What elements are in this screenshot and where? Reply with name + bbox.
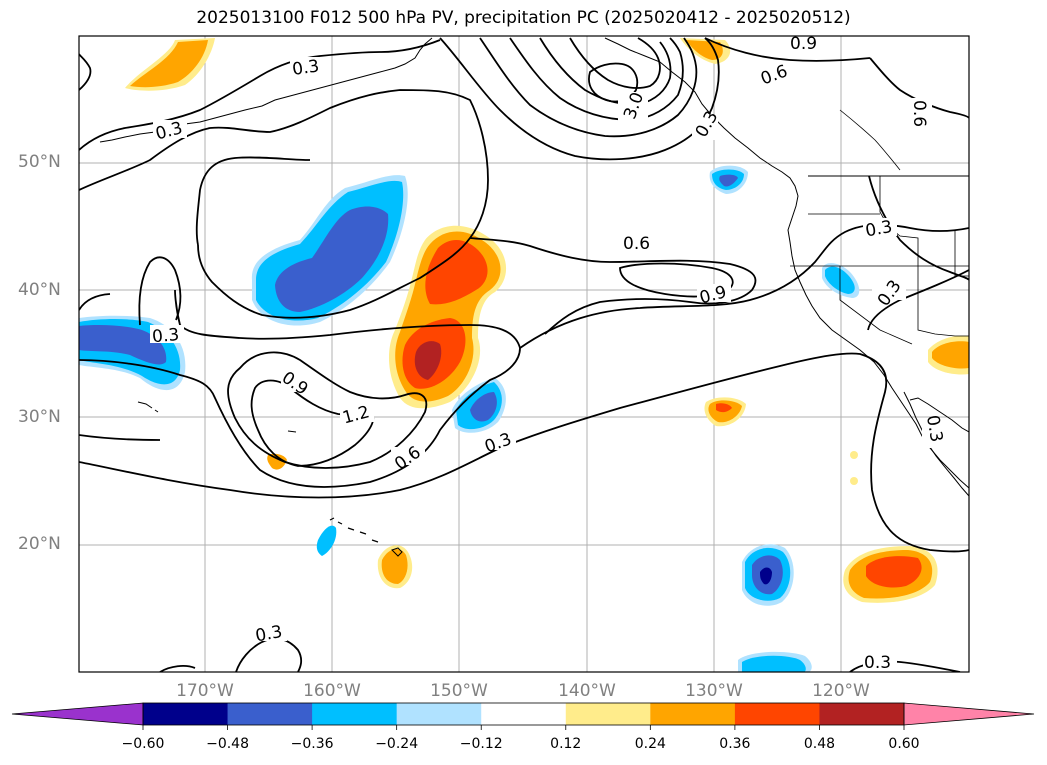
colorbar-extend-high	[903, 702, 1035, 726]
contour-label: 0.9	[790, 34, 817, 54]
lat-label-40n: 40°N	[18, 280, 61, 300]
lat-label-30n: 30°N	[18, 407, 61, 427]
colorbar-segment	[565, 703, 651, 725]
colorbar-tick-label: 0.36	[719, 736, 751, 752]
contour-label: 0.3	[864, 217, 894, 241]
lat-label-20n: 20°N	[18, 534, 61, 554]
contour-label: 0.6	[909, 100, 929, 127]
colorbar-frame	[142, 702, 905, 726]
contour-label: 0.3	[291, 56, 321, 80]
precipitation-shading	[79, 38, 969, 672]
contour-label: 0.3	[864, 653, 891, 673]
colorbar-segment	[650, 703, 736, 725]
map-title: 2025013100 F012 500 hPa PV, precipitatio…	[196, 8, 851, 28]
lon-label-160w: 160°W	[303, 681, 361, 701]
colorbar-segment	[734, 703, 820, 725]
contour-label: 0.3	[254, 622, 284, 646]
map-plot: 0.3 0.3 0.3 0.6 0.9 0.9 1.2 0.6 0.3 0.9 …	[78, 34, 970, 673]
lon-label-130w: 130°W	[685, 681, 743, 701]
colorbar-segment	[143, 703, 229, 725]
contour-label: 0.3	[151, 325, 180, 347]
colorbar-tick-label: −0.12	[459, 736, 503, 752]
contour-label-bg	[150, 36, 948, 670]
colorbar-tick-label: −0.48	[206, 736, 249, 752]
lat-label-50n: 50°N	[18, 152, 61, 172]
colorbar-tick-label: −0.36	[290, 736, 334, 752]
lon-label-150w: 150°W	[430, 681, 488, 701]
colorbar-tick-label: 0.48	[803, 736, 836, 752]
colorbar-tick-label: −0.60	[121, 736, 165, 752]
map-frame	[78, 35, 970, 673]
colorbar-segment	[481, 703, 567, 725]
contour-label: 0.6	[623, 234, 650, 254]
lon-label-170w: 170°W	[176, 681, 234, 701]
colorbar-segment	[396, 703, 482, 725]
colorbar-tick-label: 0.60	[888, 736, 920, 752]
colorbar-tick-label: 0.24	[634, 736, 666, 752]
colorbar-segment	[227, 703, 313, 725]
contour-label: 0.3	[922, 414, 946, 444]
colorbar-segment	[819, 703, 905, 725]
lon-label-120w: 120°W	[812, 681, 870, 701]
colorbar-tick-label: 0.12	[550, 736, 582, 752]
colorbar-segment	[312, 703, 398, 725]
colorbar-tick-label: −0.24	[375, 736, 419, 752]
lon-label-140w: 140°W	[558, 681, 616, 701]
colorbar-extend-low	[11, 702, 144, 726]
